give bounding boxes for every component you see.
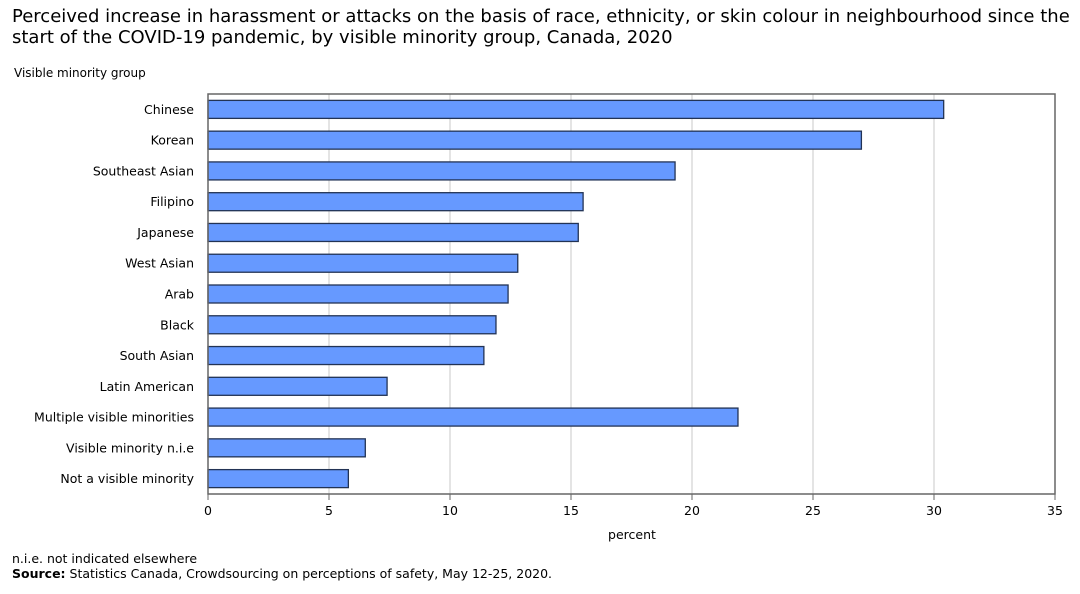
bar [207, 130, 863, 150]
bar [207, 376, 388, 396]
bar [207, 253, 519, 273]
x-tick-label: 10 [442, 503, 458, 518]
bar [207, 99, 945, 120]
x-tick-labels: 0 5 10 15 20 25 30 35 [204, 503, 1063, 518]
category-label: Japanese [136, 225, 194, 240]
x-tick-label: 25 [805, 503, 821, 518]
x-tick-label: 35 [1047, 503, 1063, 518]
category-label: South Asian [120, 348, 194, 363]
x-tick-label: 5 [325, 503, 333, 518]
x-tick-label: 20 [684, 503, 700, 518]
category-labels: Chinese Korean Southeast Asian Filipino Japa… [34, 102, 195, 486]
x-tick-label: 0 [204, 503, 212, 518]
category-label: Filipino [150, 194, 194, 209]
bars [207, 99, 945, 489]
source-label: Source: [12, 566, 66, 581]
y-axis-title: Visible minority group [14, 66, 146, 80]
bar [207, 222, 579, 243]
source-line: Source: Statistics Canada, Crowdsourcing… [12, 566, 552, 581]
category-label: Korean [151, 133, 194, 148]
category-label: Arab [165, 287, 194, 302]
bar [207, 438, 366, 458]
bar [207, 468, 350, 489]
bar [207, 315, 497, 335]
category-label: Black [160, 317, 195, 332]
plot-frame [207, 93, 1056, 495]
category-label: Southeast Asian [93, 163, 194, 178]
bar [207, 407, 739, 427]
bar [207, 192, 584, 212]
bar [207, 284, 509, 304]
category-label: Chinese [144, 102, 194, 117]
category-label: Multiple visible minorities [34, 410, 194, 425]
chart-title: Perceived increase in harassment or atta… [12, 6, 1070, 48]
category-label: Latin American [100, 379, 194, 394]
x-tick-label: 15 [563, 503, 579, 518]
x-tick-label: 30 [926, 503, 942, 518]
category-label: Visible minority n.i.e [66, 440, 194, 455]
bar [207, 345, 485, 366]
notes: n.i.e. not indicated elsewhere Source: S… [12, 551, 552, 581]
bar [207, 161, 676, 181]
source-text: Statistics Canada, Crowdsourcing on perc… [65, 566, 553, 581]
category-label: West Asian [125, 256, 194, 271]
x-axis-title: percent [608, 527, 656, 542]
footnote: n.i.e. not indicated elsewhere [12, 551, 198, 566]
category-label: Not a visible minority [60, 471, 194, 486]
